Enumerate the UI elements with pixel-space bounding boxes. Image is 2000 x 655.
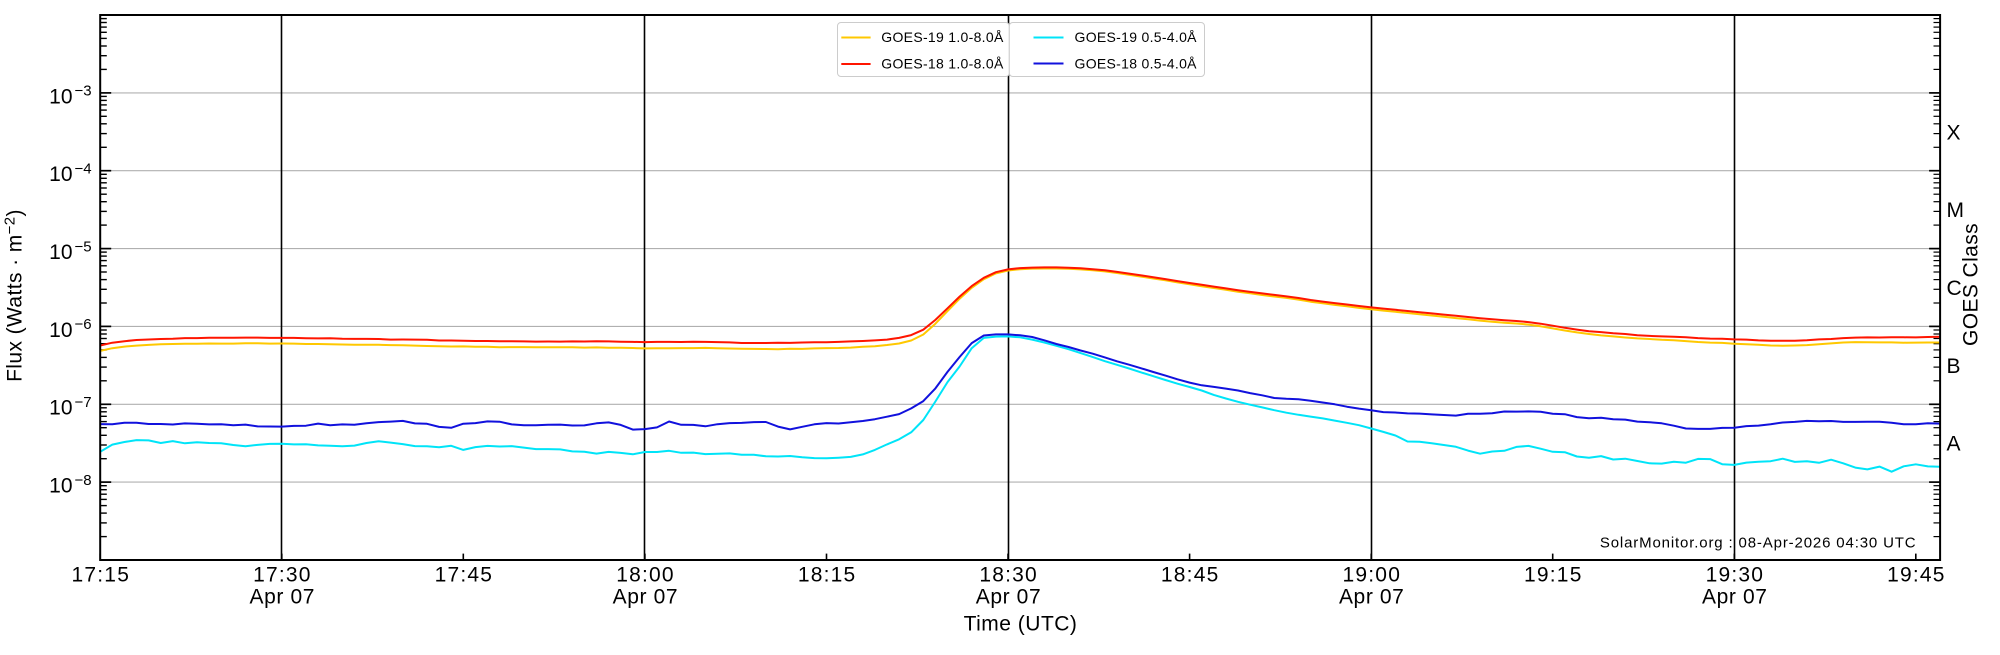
svg-text:18:45: 18:45: [1161, 564, 1220, 587]
svg-text:Flux (Watts · m−2): Flux (Watts · m−2): [2, 209, 27, 382]
svg-text:C: C: [1947, 277, 1962, 300]
svg-text:−5: −5: [75, 238, 92, 255]
svg-text:10: 10: [49, 241, 72, 264]
svg-text:−3: −3: [75, 83, 92, 100]
svg-text:B: B: [1947, 355, 1961, 378]
svg-text:−6: −6: [75, 316, 92, 333]
svg-text:17:30: 17:30: [253, 564, 312, 587]
svg-text:10: 10: [49, 319, 72, 342]
svg-text:−4: −4: [75, 161, 92, 178]
svg-text:GOES Class: GOES Class: [1960, 223, 1983, 346]
svg-text:10: 10: [49, 85, 72, 108]
svg-text:Apr 07: Apr 07: [613, 586, 678, 609]
svg-text:GOES-19 0.5-4.0Å: GOES-19 0.5-4.0Å: [1075, 29, 1198, 45]
svg-text:Apr 07: Apr 07: [976, 586, 1041, 609]
svg-text:19:00: 19:00: [1343, 564, 1402, 587]
svg-text:Apr 07: Apr 07: [1702, 586, 1767, 609]
svg-text:−8: −8: [75, 472, 92, 489]
svg-text:−7: −7: [75, 394, 92, 411]
svg-text:GOES-18 0.5-4.0Å: GOES-18 0.5-4.0Å: [1075, 55, 1198, 71]
svg-text:Time (UTC): Time (UTC): [964, 613, 1078, 636]
svg-text:Apr 07: Apr 07: [1339, 586, 1404, 609]
svg-text:18:00: 18:00: [616, 564, 675, 587]
svg-text:X: X: [1947, 121, 1961, 144]
svg-text:M: M: [1947, 199, 1965, 222]
svg-text:10: 10: [49, 475, 72, 498]
svg-text:19:15: 19:15: [1524, 564, 1583, 587]
svg-text:18:15: 18:15: [798, 564, 857, 587]
svg-text:17:45: 17:45: [435, 564, 494, 587]
svg-text:SolarMonitor.org : 08-Apr-2026: SolarMonitor.org : 08-Apr-2026 04:30 UTC: [1600, 535, 1917, 552]
svg-text:Apr 07: Apr 07: [250, 586, 315, 609]
svg-text:18:30: 18:30: [979, 564, 1038, 587]
svg-text:10: 10: [49, 163, 72, 186]
svg-text:GOES-19 1.0-8.0Å: GOES-19 1.0-8.0Å: [881, 29, 1004, 45]
svg-text:19:30: 19:30: [1706, 564, 1765, 587]
svg-text:19:45: 19:45: [1887, 564, 1946, 587]
svg-text:17:15: 17:15: [72, 564, 131, 587]
svg-text:GOES-18 1.0-8.0Å: GOES-18 1.0-8.0Å: [881, 55, 1004, 71]
svg-text:A: A: [1947, 433, 1961, 456]
svg-text:10: 10: [49, 397, 72, 420]
